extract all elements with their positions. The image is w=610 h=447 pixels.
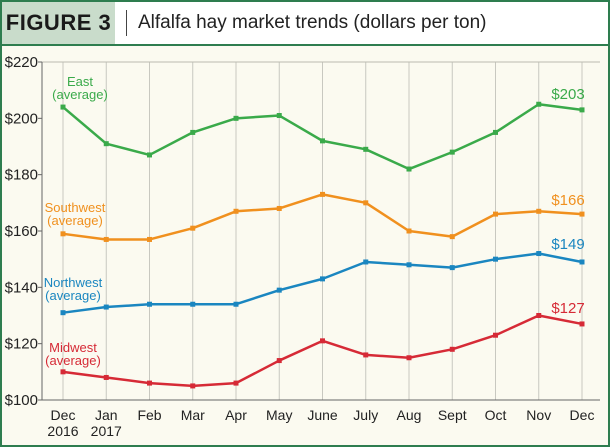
x-tick-label: Dec xyxy=(570,407,595,423)
data-point xyxy=(190,129,196,135)
data-point xyxy=(579,321,585,327)
title-separator xyxy=(126,10,127,36)
x-tick-label: Oct xyxy=(485,407,507,423)
y-tick-label: $200 xyxy=(5,110,38,127)
data-point xyxy=(190,301,196,307)
data-point xyxy=(147,301,152,307)
series-name-label: Southwest (average) xyxy=(45,200,106,228)
data-point xyxy=(493,211,498,217)
data-point xyxy=(103,304,109,310)
data-point xyxy=(320,138,325,144)
data-point xyxy=(147,152,152,158)
y-tick-label: $160 xyxy=(5,223,38,240)
x-tick-label: July xyxy=(353,407,378,423)
grid-lines xyxy=(41,61,600,401)
data-point xyxy=(493,332,498,338)
data-point xyxy=(493,256,498,262)
end-value-label: $149 xyxy=(551,236,584,253)
data-point xyxy=(190,383,196,389)
series-east: East (average) $203 xyxy=(52,74,585,172)
data-point xyxy=(536,313,542,318)
data-point xyxy=(276,287,282,293)
data-point xyxy=(147,236,152,242)
header-rule xyxy=(2,44,608,46)
data-point xyxy=(276,205,282,211)
data-point xyxy=(60,104,66,110)
data-point xyxy=(103,141,109,147)
data-point xyxy=(320,276,325,282)
data-point xyxy=(406,262,412,268)
data-point xyxy=(233,380,239,386)
data-point xyxy=(276,358,282,364)
series-northwest: Northwest (average) $149 xyxy=(44,236,585,316)
data-point xyxy=(406,166,412,172)
data-point xyxy=(60,310,66,316)
data-point xyxy=(363,200,369,206)
data-point xyxy=(190,225,196,231)
end-value-label: $166 xyxy=(551,192,584,209)
data-point xyxy=(233,115,239,121)
y-tick-label: $100 xyxy=(5,392,38,409)
data-point xyxy=(579,211,585,217)
figure-header: FIGURE 3 Alfalfa hay market trends (doll… xyxy=(2,2,608,44)
series-name-label: Midwest (average) xyxy=(45,340,101,368)
data-point xyxy=(406,355,412,361)
data-point xyxy=(579,107,585,113)
data-point xyxy=(449,265,455,271)
data-point xyxy=(147,380,152,386)
x-tick-label: Mar xyxy=(181,407,205,423)
x-axis: Dec 2016 Jan 2017 Feb Mar Apr May June July Aug Sep… xyxy=(47,407,594,439)
data-point xyxy=(536,208,542,214)
data-point xyxy=(579,259,585,265)
data-point xyxy=(536,101,542,107)
series-name-label: East (average) xyxy=(52,74,108,102)
data-point xyxy=(449,149,455,155)
series-southwest: Southwest (average) $166 xyxy=(45,191,585,242)
data-point xyxy=(103,236,109,242)
data-point xyxy=(363,259,369,265)
x-tick-label: Apr xyxy=(225,407,247,423)
x-tick-label: Feb xyxy=(137,407,161,423)
series-midwest: Midwest (average) $127 xyxy=(45,300,585,389)
x-tick-label: June xyxy=(307,407,338,423)
end-value-label: $203 xyxy=(551,86,584,103)
y-tick-label: $220 xyxy=(5,54,38,71)
data-point xyxy=(536,251,542,257)
data-point xyxy=(233,301,239,307)
data-point xyxy=(493,129,498,135)
data-point xyxy=(406,228,412,234)
figure-label: FIGURE 3 xyxy=(2,2,115,44)
data-point xyxy=(276,113,282,119)
x-tick-label: Jan 2017 xyxy=(91,407,122,439)
y-tick-label: $120 xyxy=(5,336,38,353)
y-axis: $100 $120 $140 $160 $180 $200 $220 xyxy=(5,54,42,409)
data-point xyxy=(363,352,369,358)
data-point xyxy=(60,369,66,375)
chart-title: Alfalfa hay market trends (dollars per t… xyxy=(138,12,487,33)
series-name-label: Northwest (average) xyxy=(44,275,103,303)
series-group: East (average) $203 Southwest (average) $166 N… xyxy=(44,74,585,389)
x-tick-label: Dec 2016 xyxy=(47,407,78,439)
data-point xyxy=(320,191,325,197)
x-tick-label: Sept xyxy=(438,407,467,423)
data-point xyxy=(363,146,369,152)
x-tick-label: Aug xyxy=(397,407,422,423)
x-tick-label: Nov xyxy=(526,407,551,423)
data-point xyxy=(233,208,239,214)
y-tick-label: $180 xyxy=(5,167,38,184)
end-value-label: $127 xyxy=(551,300,584,317)
data-point xyxy=(449,346,455,352)
y-tick-label: $140 xyxy=(5,279,38,296)
data-point xyxy=(103,374,109,380)
data-point xyxy=(60,231,66,237)
data-point xyxy=(449,234,455,240)
data-point xyxy=(320,338,325,344)
x-tick-label: May xyxy=(266,407,292,423)
